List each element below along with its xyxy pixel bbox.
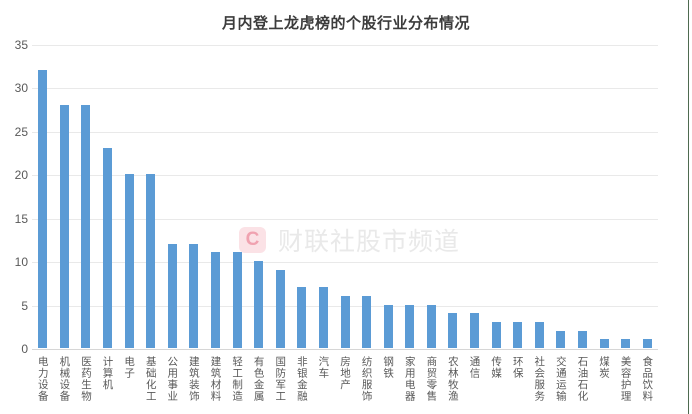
x-axis-tick-label: 石油石化 — [576, 356, 589, 402]
bar — [491, 321, 501, 348]
y-axis-tick-label: 30 — [14, 81, 28, 96]
x-axis-tick-label: 美容护理 — [619, 356, 632, 402]
right-border-line — [688, 0, 689, 414]
x-axis-tick-label: 食品饮料 — [641, 356, 654, 402]
gridline — [32, 131, 658, 133]
x-axis-tick-label: 计算机 — [101, 356, 114, 391]
x-axis-tick-label: 商贸零售 — [425, 356, 438, 402]
gridline — [32, 45, 658, 46]
x-axis-tick-label: 有色金属 — [252, 356, 265, 402]
bar — [362, 295, 372, 348]
bar — [599, 339, 609, 348]
bar — [167, 243, 177, 348]
x-axis-tick-label: 环保 — [511, 356, 524, 379]
bar — [621, 339, 631, 348]
gridline — [32, 88, 658, 90]
bar — [340, 295, 350, 348]
x-axis-tick-label: 煤炭 — [598, 356, 611, 379]
x-axis-tick-label: 轻工制造 — [231, 356, 244, 402]
x-axis-tick-label: 钢铁 — [382, 356, 395, 379]
x-axis-tick-label: 建筑材料 — [209, 356, 222, 402]
gridline — [32, 349, 658, 350]
bar — [405, 304, 415, 348]
x-axis-tick-label: 社会服务 — [533, 356, 546, 402]
bar — [534, 321, 544, 348]
bar — [556, 330, 566, 348]
x-axis-tick-label: 机械设备 — [58, 356, 71, 402]
x-axis-tick-label: 农林牧渔 — [446, 356, 459, 402]
bar — [297, 287, 307, 348]
bar — [124, 174, 134, 348]
y-axis-tick-label: 10 — [14, 255, 28, 270]
bar — [513, 321, 523, 348]
gridline — [32, 262, 658, 264]
bar — [426, 304, 436, 348]
bar — [254, 261, 264, 348]
bar — [81, 104, 91, 348]
x-axis-tick-label: 公用事业 — [166, 356, 179, 402]
x-axis-tick-label: 通信 — [468, 356, 481, 379]
y-axis-tick-label: 15 — [14, 211, 28, 226]
chart-title: 月内登上龙虎榜的个股行业分布情况 — [221, 15, 470, 32]
bar — [318, 287, 328, 348]
x-axis-tick-label: 传媒 — [490, 356, 503, 379]
bar — [577, 330, 587, 348]
bar — [275, 269, 285, 348]
x-axis-tick-label: 纺织服饰 — [360, 356, 373, 402]
x-axis-tick-label: 非银金融 — [295, 356, 308, 402]
x-axis-tick-label: 电力设备 — [36, 356, 49, 402]
bar — [103, 148, 113, 348]
y-axis-tick-label: 0 — [21, 342, 28, 356]
bar — [470, 313, 480, 348]
x-axis-tick-label: 国防军工 — [274, 356, 287, 402]
gridline — [32, 175, 658, 177]
bar — [210, 252, 220, 348]
bar — [383, 304, 393, 348]
y-axis-tick-label: 20 — [14, 168, 28, 183]
gridline — [32, 218, 658, 220]
y-axis-tick-label: 35 — [14, 38, 28, 52]
plot-area: 0 5 10 15 20 25 30 35 电力设备 机械设备 医药生物 计算机 电子 基础化工 公用事业建… — [15, 38, 658, 402]
y-axis-tick-label: 25 — [14, 124, 28, 139]
bar — [59, 104, 69, 348]
x-axis-tick-label: 房地产 — [339, 356, 351, 391]
x-axis-tick-label: 家用电器 — [403, 356, 416, 402]
y-axis-tick-label: 5 — [21, 298, 28, 313]
bar — [189, 243, 199, 348]
x-axis-tick-label: 基础化工 — [144, 356, 157, 402]
x-axis-tick-label: 汽车 — [317, 356, 330, 379]
x-axis-tick-label: 建筑装饰 — [187, 356, 200, 402]
x-axis-tick-label: 电子 — [123, 356, 136, 379]
bar — [642, 339, 652, 348]
bar — [146, 174, 156, 348]
bar — [448, 313, 458, 348]
bar — [232, 252, 242, 348]
x-axis-tick-label: 交通运输 — [554, 356, 567, 402]
bar — [38, 70, 48, 348]
x-axis-tick-label: 医药生物 — [79, 356, 92, 402]
